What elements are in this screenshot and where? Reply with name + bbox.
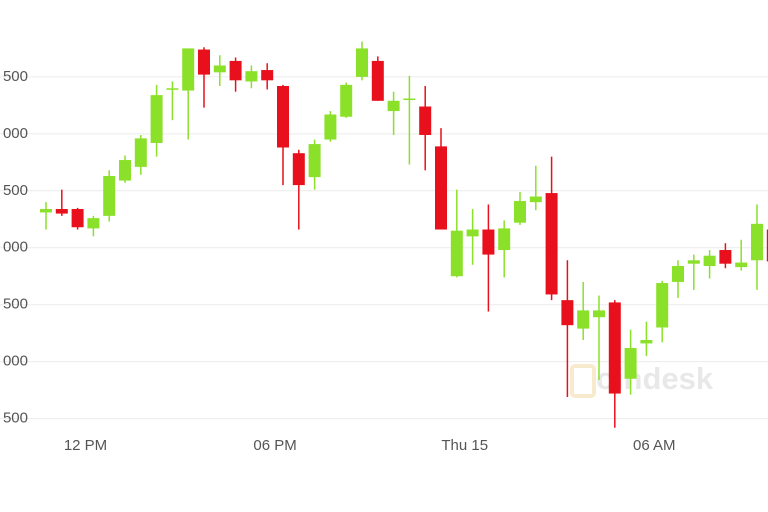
- y-tick-label: 500: [3, 410, 28, 427]
- candle-body: [514, 201, 526, 223]
- candle-body: [656, 283, 669, 328]
- x-tick-label: 06 AM: [633, 437, 676, 454]
- candle-body: [435, 146, 447, 230]
- candle-body: [703, 255, 716, 266]
- candle-body: [450, 230, 463, 277]
- candle-body: [498, 228, 511, 251]
- candle-body: [387, 100, 400, 112]
- candle-body: [166, 88, 179, 90]
- candle-body: [198, 49, 210, 75]
- candle-body: [150, 95, 163, 143]
- candle-body: [340, 84, 353, 117]
- x-tick-label: 12 PM: [64, 437, 107, 454]
- candle-body: [672, 265, 684, 282]
- x-tick-label: Thu 15: [441, 437, 488, 454]
- candle-body: [466, 229, 479, 237]
- candle-body: [719, 250, 732, 264]
- y-tick-label: 000: [3, 239, 28, 256]
- candle-body: [419, 106, 432, 135]
- candle-body: [608, 302, 621, 394]
- candle-body: [292, 153, 305, 186]
- candle-body: [624, 347, 637, 379]
- candle-body: [182, 48, 195, 91]
- candle-body: [561, 300, 574, 326]
- y-tick-label: 500: [3, 68, 28, 85]
- y-tick-label: 000: [3, 125, 28, 142]
- y-tick-label: 000: [3, 353, 28, 370]
- candle-body: [55, 209, 68, 214]
- candle-body: [119, 160, 131, 181]
- candle-body: [261, 70, 274, 81]
- candle-body: [40, 209, 52, 213]
- candle-body: [529, 196, 542, 203]
- candle-body: [640, 340, 653, 344]
- candle-body: [308, 144, 321, 178]
- candle-body: [134, 138, 147, 167]
- candle-body: [103, 175, 116, 216]
- candle-body: [87, 218, 100, 229]
- x-tick-label: 06 PM: [253, 437, 296, 454]
- watermark-icon: [570, 364, 596, 398]
- candle-body: [213, 65, 226, 73]
- candle-body: [324, 114, 337, 140]
- candle-body: [545, 193, 558, 295]
- candle-body: [687, 260, 700, 264]
- candle-body: [277, 86, 289, 148]
- candle-body: [593, 310, 605, 318]
- candle-body: [482, 229, 495, 255]
- candle-body: [245, 71, 258, 82]
- watermark: oindesk: [570, 361, 714, 398]
- candle-body: [766, 229, 768, 262]
- candle-body: [751, 223, 763, 261]
- candle-body: [735, 262, 748, 268]
- y-tick-label: 500: [3, 296, 28, 313]
- candle-body: [371, 60, 384, 101]
- candle-body: [229, 60, 242, 81]
- y-tick-label: 500: [3, 182, 28, 199]
- candle-body: [71, 209, 84, 228]
- candle-body: [577, 310, 590, 329]
- candle-body: [356, 48, 368, 77]
- candle-body: [403, 98, 416, 101]
